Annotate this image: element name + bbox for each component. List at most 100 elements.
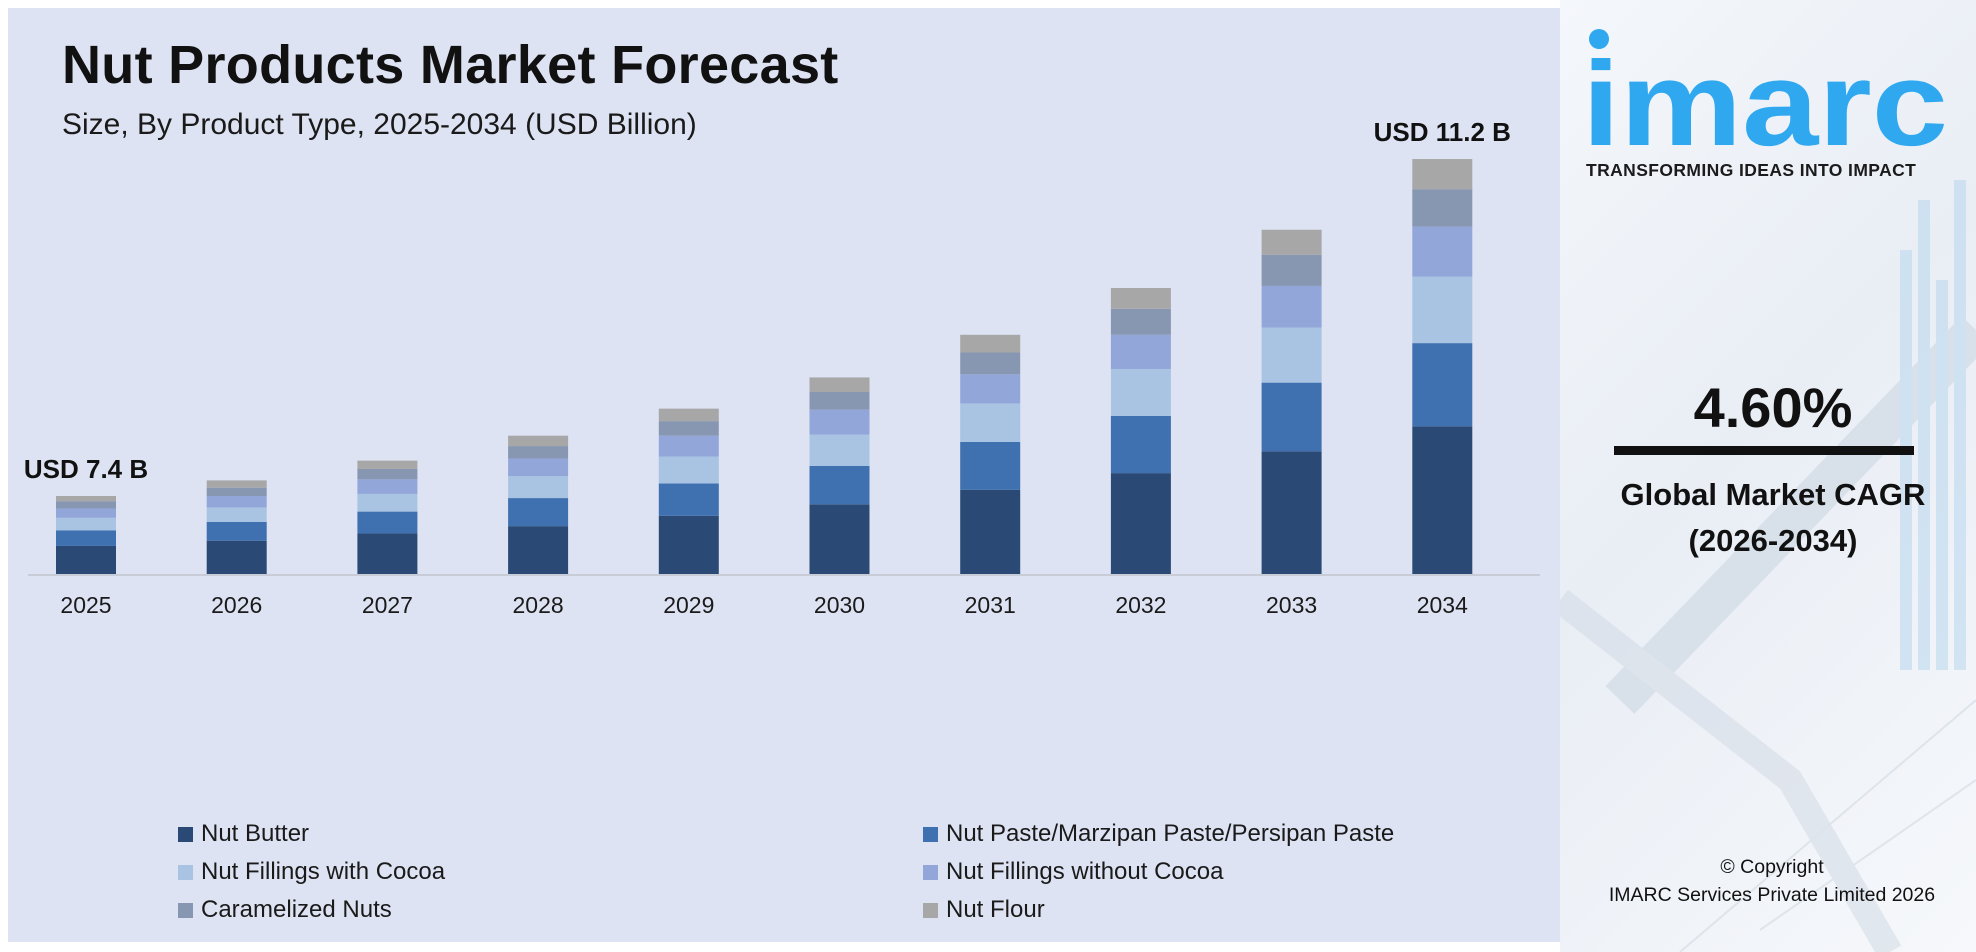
- bar-segment-2028-s2: [508, 476, 569, 499]
- bar-segment-2032-s5: [1110, 288, 1171, 309]
- bar-segment-2033-s3: [1261, 285, 1322, 328]
- cagr-value: 4.60%: [1693, 376, 1853, 439]
- x-tick-label: 2030: [814, 592, 865, 618]
- bar-segment-2032-s3: [1110, 334, 1171, 370]
- bar-segment-2031-s2: [960, 403, 1021, 442]
- bar-segment-2030-s4: [809, 392, 870, 410]
- bar-segment-2032-s4: [1110, 308, 1171, 335]
- bar-segment-2033-s0: [1261, 451, 1322, 574]
- legend-swatch: [178, 864, 193, 880]
- bar-segment-2027-s3: [357, 479, 418, 494]
- bar-segment-2028-s3: [508, 458, 569, 477]
- bar-segment-2034-s4: [1412, 189, 1473, 227]
- bar-segment-2028-s4: [508, 446, 569, 459]
- bar-total-annotation: USD 11.2 B: [1374, 117, 1511, 147]
- legend-label: Caramelized Nuts: [201, 896, 392, 923]
- bar-segment-2034-s2: [1412, 276, 1473, 344]
- bar-segment-2028-s0: [508, 526, 569, 574]
- bar-segment-2026-s1: [206, 522, 267, 541]
- bar-segment-2026-s5: [206, 480, 267, 488]
- bar-segment-2030-s1: [809, 465, 870, 505]
- bar-segment-2029-s3: [658, 435, 719, 457]
- x-tick-label: 2028: [513, 592, 564, 618]
- chart-panel: Nut Products Market Forecast Size, By Pr…: [8, 8, 1560, 942]
- bar-segment-2031-s1: [960, 441, 1021, 490]
- bar-segment-2033-s2: [1261, 327, 1322, 383]
- bar-segment-2032-s2: [1110, 369, 1171, 416]
- bar-segment-2033-s4: [1261, 254, 1322, 286]
- logo-wordmark: imarc: [1582, 37, 1948, 158]
- bar-segment-2032-s1: [1110, 415, 1171, 474]
- bar-segment-2028-s1: [508, 498, 569, 527]
- chart-subtitle: Size, By Product Type, 2025-2034 (USD Bi…: [62, 108, 697, 141]
- copyright: © Copyright IMARC Services Private Limit…: [1560, 853, 1976, 909]
- x-tick-label: 2025: [60, 592, 111, 618]
- legend-item: Nut Butter: [178, 820, 923, 848]
- x-tick-label: 2027: [362, 592, 413, 618]
- legend-label: Nut Paste/Marzipan Paste/Persipan Paste: [946, 820, 1395, 847]
- imarc-logo: imarc: [1582, 29, 1948, 158]
- x-tick-label: 2033: [1266, 592, 1317, 618]
- bar-segment-2032-s0: [1110, 473, 1171, 574]
- bar-segment-2033-s5: [1261, 229, 1322, 255]
- bar-segment-2029-s1: [658, 483, 719, 516]
- legend-label: Nut Butter: [201, 820, 310, 847]
- bar-segment-2025-s5: [56, 496, 116, 502]
- bar-segment-2030-s0: [809, 504, 870, 574]
- bar-segment-2030-s2: [809, 434, 870, 466]
- legend-swatch: [923, 902, 938, 918]
- legend-item: Caramelized Nuts: [178, 896, 923, 924]
- bar-segment-2026-s2: [206, 507, 267, 522]
- bar-segment-2034-s0: [1412, 426, 1473, 574]
- cagr-label-line2: (2026-2034): [1688, 523, 1858, 558]
- legend-item: Nut Flour: [923, 896, 1478, 924]
- side-panel: imarc TRANSFORMING IDEAS INTO IMPACT 4.6…: [1560, 0, 1976, 952]
- bar-segment-2025-s0: [56, 545, 116, 574]
- bar-segment-2026-s0: [206, 540, 267, 574]
- bar-segment-2027-s1: [357, 511, 418, 534]
- copyright-line2: IMARC Services Private Limited 2026: [1608, 884, 1936, 906]
- bar-segment-2027-s4: [357, 468, 418, 480]
- copyright-line1: © Copyright: [1720, 856, 1824, 878]
- bar-total-annotation: USD 7.4 B: [24, 454, 148, 484]
- bar-segment-2029-s5: [658, 408, 719, 422]
- legend-label: Nut Fillings without Cocoa: [946, 858, 1224, 885]
- cagr-label: Global Market CAGR (2026-2034): [1560, 472, 1976, 564]
- bar-segment-2031-s3: [960, 374, 1021, 404]
- legend-swatch: [923, 864, 938, 880]
- bar-segment-2029-s0: [658, 515, 719, 574]
- bar-segment-2026-s4: [206, 487, 267, 496]
- legend-item: Nut Paste/Marzipan Paste/Persipan Paste: [923, 820, 1478, 848]
- stacked-bar-chart: 2025 2026 2027 2028 2029 2030 2031 2032 2033 2034…: [24, 117, 1540, 618]
- x-tick-label: 2026: [211, 592, 262, 618]
- legend-label: Nut Fillings with Cocoa: [201, 858, 446, 885]
- cagr-divider: [1614, 446, 1914, 455]
- bar-segment-2025-s4: [56, 501, 116, 509]
- decorative-background-graphic: [1560, 180, 1976, 952]
- chart-title: Nut Products Market Forecast: [62, 35, 839, 95]
- bar-segment-2025-s3: [56, 508, 116, 518]
- bar-segment-2026-s3: [206, 496, 267, 508]
- x-tick-label: 2031: [965, 592, 1016, 618]
- bar-segment-2030-s3: [809, 409, 870, 435]
- chart-legend: Nut Butter Nut Paste/Marzipan Paste/Persi…: [178, 820, 1478, 924]
- legend-swatch: [178, 826, 193, 842]
- legend-label: Nut Flour: [946, 896, 1045, 923]
- x-tick-label: 2032: [1115, 592, 1166, 618]
- cagr-label-line1: Global Market CAGR: [1620, 477, 1926, 512]
- x-tick-label: 2029: [663, 592, 714, 618]
- bar-segment-2031-s4: [960, 352, 1021, 375]
- bar-segment-2025-s2: [56, 517, 116, 531]
- bar-segment-2034-s1: [1412, 343, 1473, 427]
- bar-segment-2030-s5: [809, 377, 870, 392]
- logo-tagline: TRANSFORMING IDEAS INTO IMPACT: [1586, 160, 1917, 180]
- bar-segment-2027-s0: [357, 533, 418, 574]
- legend-swatch: [178, 902, 193, 918]
- x-tick-label: 2034: [1417, 592, 1468, 618]
- bar-segment-2029-s4: [658, 421, 719, 436]
- bar-segment-2025-s1: [56, 530, 116, 546]
- legend-item: Nut Fillings without Cocoa: [923, 858, 1478, 886]
- bar-segment-2031-s5: [960, 334, 1021, 353]
- bar-segment-2028-s5: [508, 435, 569, 447]
- legend-swatch: [923, 826, 938, 842]
